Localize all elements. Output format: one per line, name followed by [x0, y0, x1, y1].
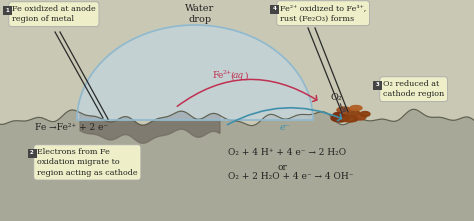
Text: Fe²⁺ oxidized to Fe³⁺,
rust (Fe₂O₃) forms: Fe²⁺ oxidized to Fe³⁺, rust (Fe₂O₃) form…	[280, 4, 366, 22]
Text: Fe →Fe²⁺ + 2 e⁻: Fe →Fe²⁺ + 2 e⁻	[35, 123, 108, 132]
Text: Electrons from Fe
oxidation migrate to
region acting as cathode: Electrons from Fe oxidation migrate to r…	[37, 148, 137, 177]
Text: or: or	[278, 163, 288, 172]
Text: 2+: 2+	[223, 70, 232, 76]
Text: 1: 1	[5, 8, 9, 13]
Ellipse shape	[350, 105, 362, 110]
Polygon shape	[0, 109, 474, 221]
Ellipse shape	[360, 112, 370, 116]
Ellipse shape	[331, 114, 349, 122]
Ellipse shape	[354, 114, 366, 120]
Ellipse shape	[333, 112, 343, 118]
Text: O₂ + 4 H⁺ + 4 e⁻ → 2 H₂O: O₂ + 4 H⁺ + 4 e⁻ → 2 H₂O	[228, 148, 346, 157]
Polygon shape	[77, 25, 313, 120]
Text: 4: 4	[273, 6, 277, 11]
FancyBboxPatch shape	[2, 6, 11, 15]
Text: Fe: Fe	[212, 72, 223, 80]
Text: Water
drop: Water drop	[185, 4, 215, 24]
FancyBboxPatch shape	[27, 149, 36, 158]
Text: aq: aq	[233, 72, 244, 80]
Text: (: (	[230, 72, 234, 80]
Polygon shape	[80, 111, 220, 143]
Text: 3: 3	[376, 82, 380, 88]
Text: O₂ + 2 H₂O + 4 e⁻ → 4 OH⁻: O₂ + 2 H₂O + 4 e⁻ → 4 OH⁻	[228, 172, 354, 181]
FancyBboxPatch shape	[374, 80, 383, 90]
Ellipse shape	[342, 116, 358, 122]
Text: e⁻: e⁻	[280, 124, 291, 133]
Text: ): )	[244, 72, 247, 80]
FancyBboxPatch shape	[271, 4, 280, 13]
Text: O₂: O₂	[330, 93, 342, 103]
Ellipse shape	[337, 107, 351, 113]
Ellipse shape	[345, 109, 359, 116]
Text: Fe oxidized at anode
region of metal: Fe oxidized at anode region of metal	[12, 5, 96, 23]
Text: 2: 2	[30, 151, 34, 156]
Text: O₂ reduced at
cathode region: O₂ reduced at cathode region	[383, 80, 444, 98]
